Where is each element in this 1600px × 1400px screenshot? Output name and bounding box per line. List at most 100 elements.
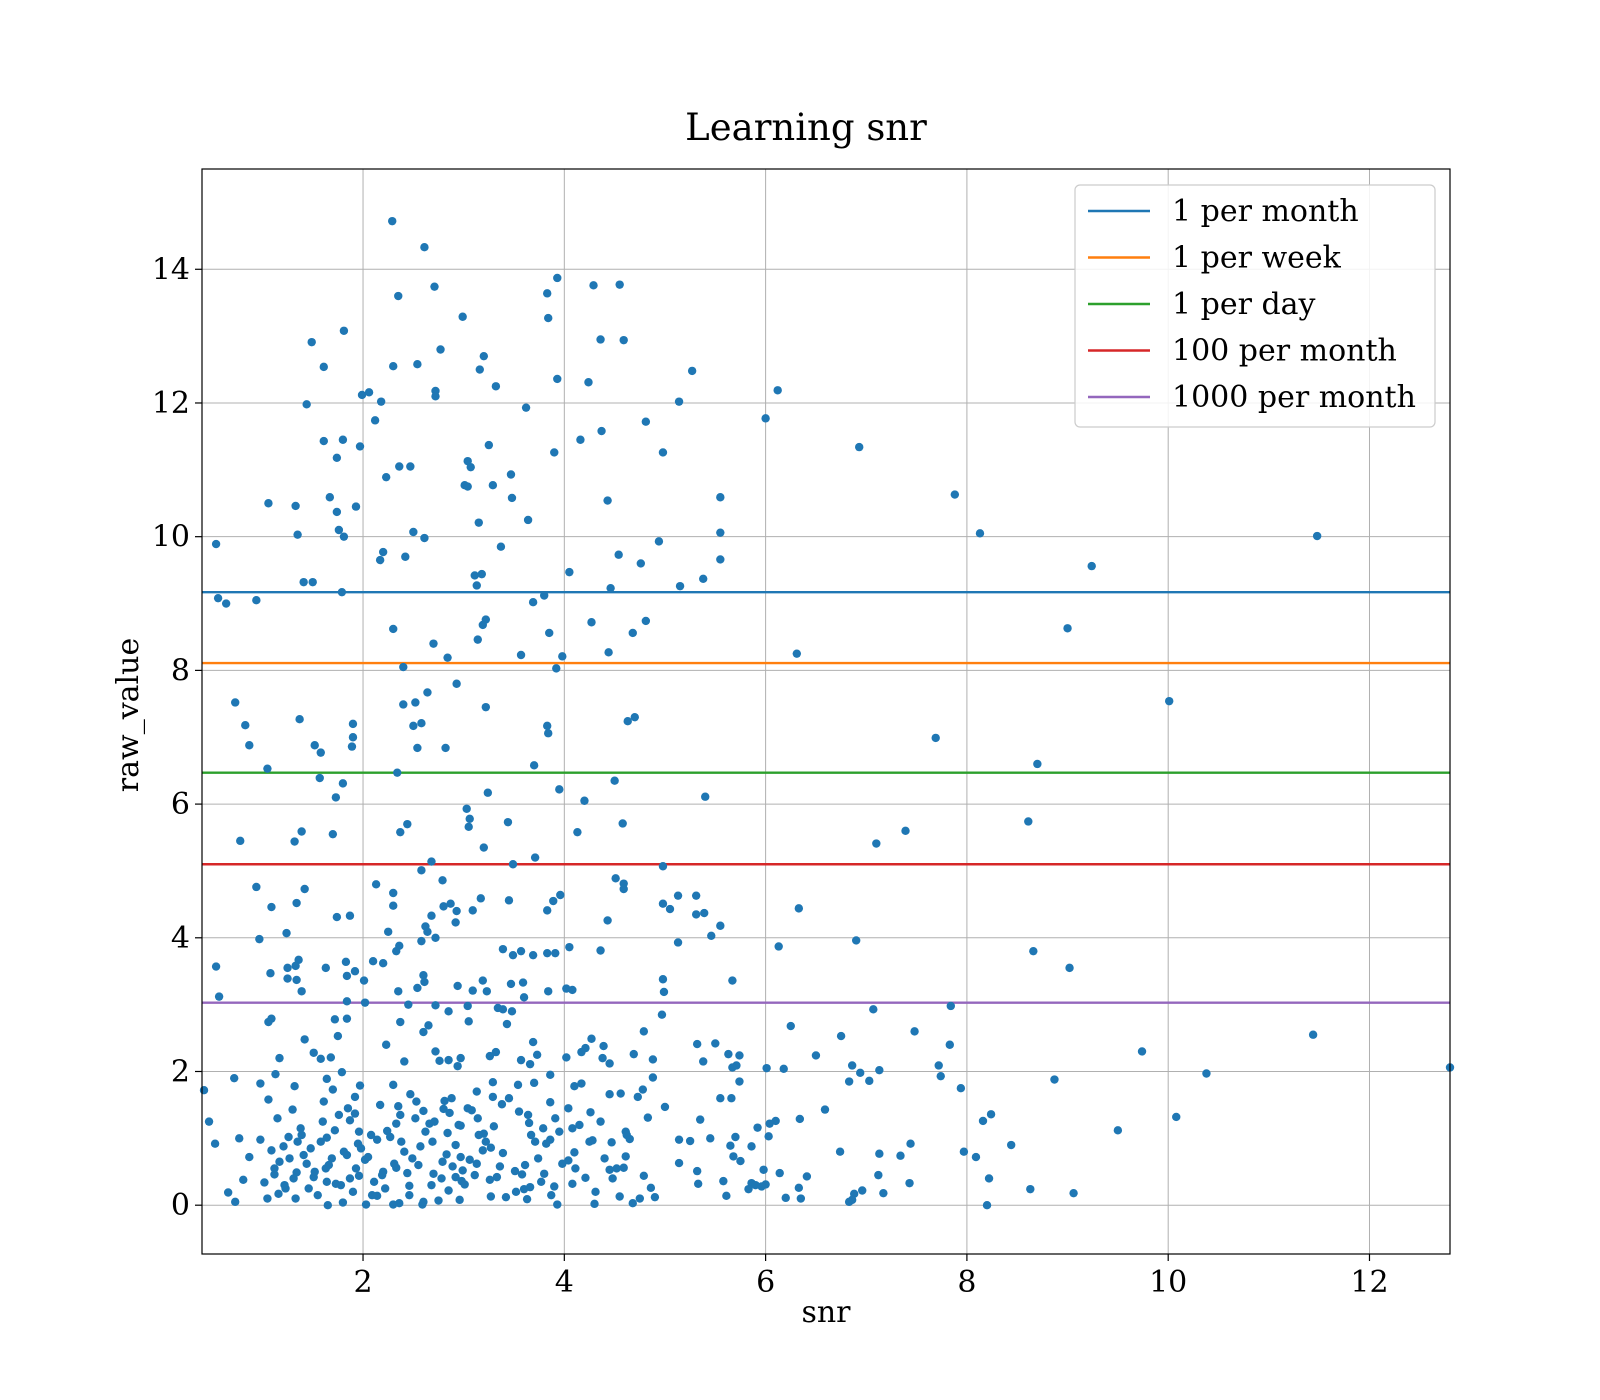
data-point [266, 969, 275, 978]
data-point [1202, 1069, 1211, 1078]
data-point [532, 1050, 542, 1059]
threshold-lines [202, 590, 1450, 1004]
data-point [404, 1000, 413, 1009]
data-point [396, 827, 405, 837]
data-point [622, 1130, 631, 1140]
data-point [473, 635, 482, 644]
data-point [875, 1149, 884, 1158]
data-point [299, 1150, 308, 1160]
data-point [869, 1005, 878, 1014]
data-point [223, 1188, 233, 1197]
data-point [295, 714, 304, 724]
data-point [491, 1047, 501, 1057]
data-point [300, 1035, 309, 1044]
data-point [403, 1168, 412, 1178]
data-point [552, 664, 561, 673]
data-point [543, 721, 552, 731]
data-point [802, 1172, 812, 1181]
data-point [614, 550, 623, 559]
data-point [695, 1115, 705, 1124]
data-point [271, 1069, 280, 1079]
data-point [453, 1061, 462, 1071]
data-point [476, 894, 485, 903]
data-point [982, 1200, 992, 1210]
data-point [273, 1114, 282, 1123]
data-point [364, 388, 374, 397]
data-point [794, 1183, 804, 1193]
data-point [263, 764, 272, 773]
data-point [370, 416, 380, 425]
data-point [342, 1014, 352, 1023]
data-point [327, 1154, 337, 1163]
data-point [700, 908, 709, 918]
data-point [553, 374, 562, 384]
data-point [468, 906, 477, 915]
data-point [354, 1127, 364, 1136]
data-point [401, 552, 410, 561]
data-point [648, 1055, 658, 1064]
data-point [795, 1114, 805, 1124]
data-point [779, 1064, 788, 1074]
data-point [765, 1119, 774, 1128]
data-point [523, 1110, 533, 1120]
data-point [479, 843, 489, 852]
data-point [764, 1132, 773, 1141]
data-point [413, 983, 422, 993]
data-point [1087, 561, 1096, 571]
data-point [367, 1190, 377, 1200]
data-point [692, 1039, 702, 1049]
data-point [283, 963, 292, 973]
data-point [551, 948, 560, 958]
data-point [252, 595, 261, 605]
data-point [691, 910, 701, 919]
data-point [420, 533, 429, 543]
data-point [856, 1068, 865, 1078]
data-point [400, 1057, 409, 1066]
data-point [236, 836, 245, 846]
data-point [641, 616, 651, 626]
data-point [419, 1027, 428, 1037]
data-point [481, 702, 491, 712]
data-point [585, 1137, 594, 1146]
data-point [510, 1166, 520, 1176]
data-point [489, 1122, 499, 1131]
data-point [318, 1117, 327, 1126]
data-point [659, 987, 669, 997]
data-point [851, 936, 861, 945]
data-point [431, 1001, 440, 1010]
y-tick-label: 14 [152, 252, 190, 287]
data-point [836, 1031, 846, 1041]
data-point [546, 1070, 555, 1080]
data-point [383, 927, 393, 936]
data-point [211, 539, 221, 549]
data-point [299, 577, 308, 587]
data-point [439, 902, 448, 911]
data-point [239, 1175, 248, 1184]
data-point [468, 986, 477, 995]
data-point [847, 1195, 857, 1205]
y-axis-ticks: 0 2 4 6 8 10 12 14 [152, 252, 202, 1223]
data-point [736, 1156, 745, 1166]
data-point [865, 1076, 874, 1086]
data-point [204, 1117, 214, 1126]
data-point [1113, 1126, 1123, 1135]
data-point [451, 1172, 460, 1182]
data-point [245, 1152, 254, 1162]
data-point [431, 1047, 440, 1056]
data-point [325, 493, 335, 502]
data-point [529, 761, 539, 770]
data-point [263, 1194, 272, 1203]
data-point [761, 414, 770, 423]
data-point [360, 998, 370, 1007]
data-point [1137, 1047, 1147, 1056]
data-point [546, 1098, 555, 1107]
data-point [292, 975, 301, 985]
data-point [267, 902, 276, 912]
data-point [759, 1165, 768, 1174]
data-point [213, 593, 223, 603]
data-point [726, 1141, 735, 1150]
data-point [435, 1056, 444, 1065]
data-point [658, 862, 668, 871]
data-point [256, 1135, 265, 1144]
